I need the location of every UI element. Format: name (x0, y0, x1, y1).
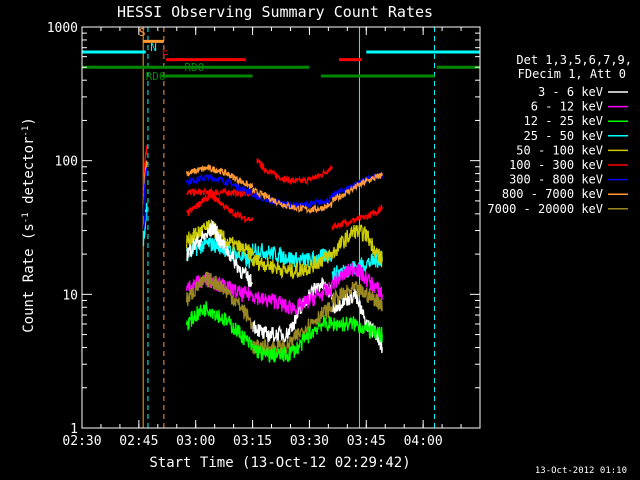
legend-label-4: 50 - 100 keV (516, 143, 603, 157)
legend-label-1: 6 - 12 keV (531, 100, 603, 114)
x-tick-label-3: 03:15 (233, 434, 272, 449)
legend-label-5: 100 - 300 keV (509, 158, 603, 172)
legend-label-8: 7000 - 20000 keV (487, 202, 603, 216)
series-line-4-seg-17 (185, 219, 254, 261)
series-line-5-seg-5 (186, 186, 254, 199)
state-bar-label-1: N (150, 41, 157, 54)
legend-label-2: 12 - 25 keV (524, 114, 603, 128)
legend-header-line-1: Det 1,3,5,6,7,9, (516, 53, 632, 67)
y-tick-label-0: 1 (70, 422, 78, 437)
series-line-8-seg-28 (331, 281, 383, 312)
y-tick-label-2: 100 (55, 155, 78, 170)
legend-label-7: 800 - 7000 keV (502, 187, 603, 201)
x-tick-label-1: 02:45 (119, 434, 158, 449)
x-axis-ticks: 02:30 02:45 03:00 03:15 03:30 03:45 04:00 (62, 27, 481, 449)
series-line-1-seg-24 (251, 281, 333, 315)
state-bars: SNNFRD0RD6 (0, 0, 480, 83)
plot-frame (81, 26, 481, 429)
y-tick-label-3: 1000 (47, 21, 78, 36)
state-bar-label-3: F (162, 49, 169, 62)
series-line-7-seg-10 (185, 164, 254, 189)
series-line-5-seg-0 (142, 145, 148, 194)
series-line-4-seg-18 (251, 249, 333, 280)
series-line-0-seg-21 (252, 277, 333, 343)
x-axis-label: Start Time (13-Oct-12 02:29:42) (149, 455, 410, 471)
series-line-2-seg-31 (331, 316, 383, 343)
series-line-7-seg-11 (251, 187, 333, 215)
series-line-5-seg-13 (186, 191, 254, 224)
series-line-0-seg-20 (186, 220, 254, 287)
x-tick-label-4: 03:30 (290, 434, 329, 449)
series-line-6-seg-32 (142, 212, 147, 231)
legend-header-line-2: FDecim 1, Att 0 (518, 67, 626, 81)
series-line-2-seg-29 (185, 301, 254, 351)
state-bar-label-2: N (0, 0, 7, 3)
x-tick-label-5: 03:45 (347, 434, 386, 449)
series-line-6-seg-7 (185, 173, 254, 196)
footer-timestamp: 13-Oct-2012 01:10 (535, 466, 627, 476)
series-line-3-seg-16 (331, 251, 383, 282)
legend-label-3: 25 - 50 keV (524, 129, 603, 143)
state-bar-label-0: S (139, 26, 146, 39)
x-tick-label-6: 04:00 (404, 434, 443, 449)
y-axis-label: Count Rate (s-1 detector-1) (21, 117, 37, 333)
state-bar-label-8: RD6 (146, 70, 166, 83)
state-bar-label-6: RD0 (184, 61, 204, 74)
legend-label-6: 300 - 800 keV (509, 173, 603, 187)
series-line-4-seg-19 (331, 224, 383, 268)
y-axis-ticks: 1 10 100 1000 (47, 21, 480, 437)
series-line-6-seg-2 (142, 167, 148, 216)
x-tick-label-0: 02:30 (62, 434, 101, 449)
legend-label-0: 3 - 6 keV (538, 85, 603, 99)
series-layer (142, 145, 383, 363)
y-tick-label-1: 10 (62, 288, 78, 303)
series-line-5-seg-6 (331, 204, 383, 231)
series-line-8-seg-26 (185, 271, 254, 330)
series-line-5-seg-4 (256, 158, 333, 186)
chart-title: HESSI Observing Summary Count Rates (117, 3, 433, 21)
series-line-3-seg-14 (185, 234, 254, 269)
series-line-7-seg-12 (331, 171, 383, 203)
series-line-1-seg-25 (331, 262, 383, 301)
legend: Det 1,3,5,6,7,9, FDecim 1, Att 0 3 - 6 k… (487, 53, 632, 216)
x-tick-label-2: 03:00 (176, 434, 215, 449)
series-line-2-seg-30 (251, 315, 333, 363)
